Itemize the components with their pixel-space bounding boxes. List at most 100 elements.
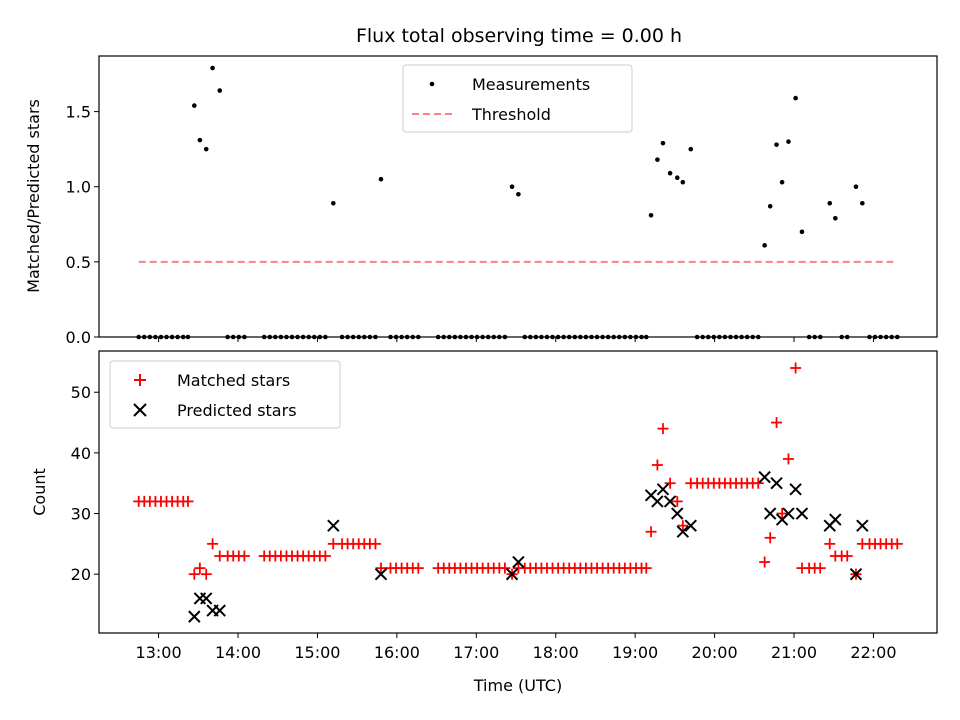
matched-star-point — [752, 477, 764, 489]
measurement-point — [628, 334, 633, 340]
predicted-star-point — [512, 555, 525, 569]
measurement-point — [217, 88, 223, 93]
count-ytick-label: 40 — [71, 444, 91, 463]
measurement-point — [648, 212, 654, 218]
measurement-point — [767, 203, 773, 209]
measurement-point — [362, 334, 367, 340]
measurement-point — [762, 243, 767, 248]
matched-star-point — [207, 538, 219, 550]
measurement-point — [539, 334, 544, 340]
measurement-point — [833, 215, 838, 221]
matched-star-point — [891, 538, 903, 550]
measurement-point — [705, 334, 711, 340]
measurement-point — [210, 65, 215, 71]
count-xtick-label: 19:00 — [612, 643, 658, 662]
measurement-point — [236, 334, 242, 340]
ratio-ytick-label: 1.0 — [66, 178, 91, 197]
measurement-point — [817, 334, 823, 340]
matched-star-point — [776, 508, 788, 520]
measurement-point — [611, 334, 617, 340]
matched-star-point — [499, 562, 511, 574]
measurement-point — [744, 334, 750, 340]
matched-star-point — [764, 532, 776, 544]
count-xtick-label: 16:00 — [374, 643, 420, 662]
measurement-point — [667, 170, 673, 176]
measurement-point — [674, 175, 680, 181]
measurement-point — [839, 334, 844, 340]
measurement-point — [853, 184, 859, 190]
measurement-point — [404, 334, 410, 340]
measurement-point — [589, 334, 594, 340]
measurement-point — [883, 334, 889, 340]
count-x-axis: 13:00 14:00 15:00 16:00 17:00 18:00 19:00 20:00… — [136, 633, 897, 662]
matched-star-point — [188, 568, 200, 580]
predicted-star-point — [684, 519, 697, 532]
measurement-point — [485, 334, 491, 340]
measurement-point — [844, 334, 850, 340]
measurement-point — [295, 334, 300, 340]
count-xtick-label: 22:00 — [850, 643, 896, 662]
matched-star-point — [375, 562, 387, 574]
count-xtick-label: 15:00 — [294, 643, 340, 662]
measurement-point — [643, 334, 649, 340]
measurement-point — [331, 200, 336, 206]
predicted-star-point — [656, 483, 670, 496]
measurement-point — [393, 334, 399, 340]
predicted-star-point — [829, 513, 842, 526]
measurement-point — [583, 334, 589, 340]
predicted-star-point — [849, 567, 863, 581]
measurement-point — [203, 146, 209, 152]
ratio-ytick-label: 1.5 — [66, 103, 91, 122]
measurement-point — [516, 191, 521, 197]
ratio-legend: Measurements Threshold — [402, 64, 633, 133]
matched-star-point — [194, 562, 206, 574]
legend-matched-label: Matched stars — [177, 371, 290, 390]
matched-star-point — [640, 562, 652, 574]
count-ytick-label: 20 — [71, 565, 91, 584]
measurement-point — [136, 334, 142, 340]
matched-star-point — [677, 520, 689, 532]
count-legend-frame — [109, 360, 341, 429]
measurement-point — [711, 334, 717, 340]
measurement-point — [860, 200, 865, 206]
measurement-point — [350, 334, 356, 340]
matched-star-point — [412, 562, 424, 574]
count-plot-area — [133, 362, 903, 623]
measurement-point — [799, 229, 805, 235]
measurement-point — [694, 334, 700, 340]
legend-threshold-label: Threshold — [471, 105, 551, 124]
measurement-point — [717, 334, 722, 340]
measurement-point — [230, 334, 236, 340]
legend-predicted-label: Predicted stars — [177, 401, 297, 420]
predicted-star-point — [671, 507, 684, 520]
measurement-point — [655, 157, 660, 162]
matched-star-point — [841, 550, 853, 562]
legend-measurements-label: Measurements — [472, 75, 590, 94]
measurement-point — [728, 334, 733, 340]
measurement-point — [688, 146, 694, 152]
ratio-legend-frame — [402, 64, 633, 133]
measurement-point — [323, 334, 328, 340]
measurement-point — [722, 334, 728, 340]
matched-star-point — [814, 562, 826, 574]
measurement-point — [733, 334, 739, 340]
predicted-star-point — [188, 610, 201, 623]
count-xtick-label: 20:00 — [692, 643, 738, 662]
measurement-point — [399, 334, 404, 340]
predicted-star-point — [676, 525, 690, 538]
measurement-point — [894, 334, 900, 340]
predicted-star-point — [327, 519, 340, 532]
measurement-point — [378, 176, 384, 182]
measurement-point — [345, 334, 350, 340]
measurement-point — [739, 334, 744, 340]
matched-star-point — [369, 538, 381, 550]
legend-measurements-marker — [429, 81, 435, 87]
measurement-point — [225, 334, 230, 340]
measurement-point — [755, 334, 761, 340]
measurement-point — [578, 334, 583, 340]
measurement-point — [317, 334, 323, 340]
count-y-axis: 20 30 40 50 — [71, 383, 99, 584]
measurement-point — [872, 334, 878, 340]
matched-star-point — [657, 423, 669, 435]
